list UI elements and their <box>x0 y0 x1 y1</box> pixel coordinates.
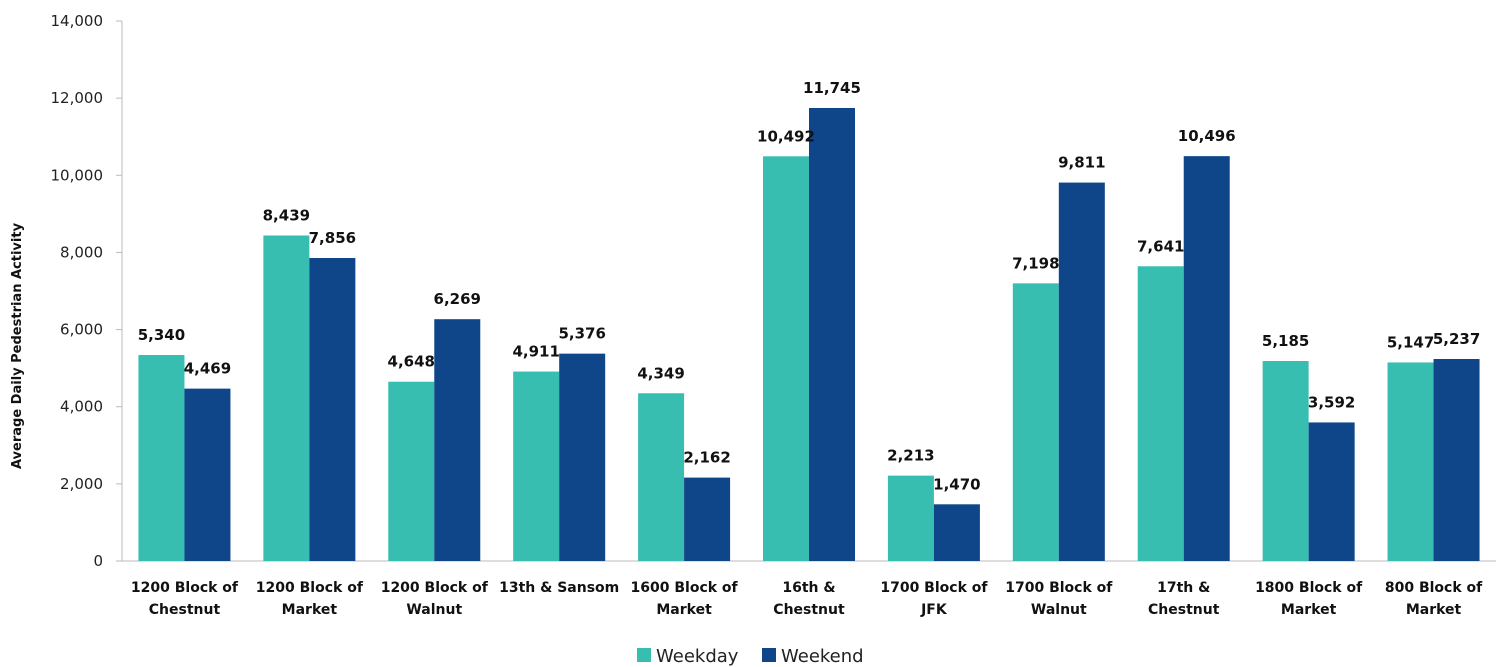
x-tick-label-line: 16th & <box>782 580 835 596</box>
legend-swatch-weekend <box>762 648 776 662</box>
x-tick-label: 1200 Block of Chestnut <box>131 580 239 618</box>
x-tick-label-line: JFK <box>920 602 948 618</box>
bar-weekend <box>809 107 855 561</box>
bar-weekday <box>513 371 560 561</box>
bar-weekday <box>1137 266 1184 561</box>
data-label-weekday: 5,340 <box>138 326 185 344</box>
x-tick-label-line: Walnut <box>1031 602 1087 618</box>
bar-weekend <box>184 388 231 561</box>
x-tick-label: 800 Block of Market <box>1385 580 1483 618</box>
x-tick-label-line: 1200 Block of <box>256 580 364 596</box>
x-tick-label-line: Market <box>1281 602 1337 618</box>
x-tick-label: 1200 Block of Market <box>256 580 364 618</box>
bar-weekday <box>388 381 435 561</box>
x-tick-label-line: 17th & <box>1157 580 1210 596</box>
y-tick-label: 4,000 <box>60 398 103 416</box>
y-tick-label: 0 <box>93 552 103 570</box>
y-tick-label: 2,000 <box>60 475 103 493</box>
y-tick-label: 10,000 <box>51 166 104 184</box>
data-label-weekend: 3,592 <box>1308 393 1355 411</box>
legend: Weekday Weekend <box>637 646 864 667</box>
legend-swatch-weekday <box>637 648 651 662</box>
y-tick-label: 8,000 <box>60 243 103 261</box>
data-label-weekend: 2,162 <box>683 449 730 467</box>
x-tick-label-line: Chestnut <box>149 602 221 618</box>
bar-weekday <box>138 355 185 561</box>
data-labels-group: 5,340 8,439 4,648 4,911 4,349 10,492 2,213 7,19… <box>138 79 1481 493</box>
x-tick-label-line: 1200 Block of <box>381 580 489 596</box>
bar-weekday <box>638 393 685 561</box>
x-tick-label: 16th & Chestnut <box>773 580 845 618</box>
x-tick-label-line: 1700 Block of <box>1005 580 1113 596</box>
data-label-weekday: 4,911 <box>512 343 559 361</box>
data-label-weekday: 4,648 <box>388 353 435 371</box>
x-tick-label-line: Walnut <box>406 602 462 618</box>
x-tick-label-line: 1600 Block of <box>631 580 739 596</box>
bar-weekend <box>434 319 481 561</box>
x-tick-label-line: 1800 Block of <box>1255 580 1363 596</box>
bar-weekend <box>559 353 606 561</box>
bars-group <box>138 107 1480 561</box>
x-tick-label-line: 13th & Sansom <box>499 580 619 596</box>
bar-weekday <box>887 475 934 561</box>
x-tick-label: 1700 Block of Walnut <box>1005 580 1113 618</box>
x-tick-label: 13th & Sansom <box>499 580 619 596</box>
data-label-weekday: 5,147 <box>1387 333 1434 351</box>
y-axis: 0 2,000 4,000 6,000 8,000 10,000 12,000 14,000 <box>51 12 123 570</box>
data-label-weekend: 10,496 <box>1178 127 1236 145</box>
bar-weekday <box>1387 362 1434 561</box>
bar-weekend <box>1433 359 1480 561</box>
legend-label-weekend: Weekend <box>781 646 864 667</box>
x-tick-label-line: Chestnut <box>773 602 845 618</box>
data-label-weekend: 6,269 <box>434 290 481 308</box>
bar-weekday <box>1262 361 1309 561</box>
y-tick-label: 12,000 <box>51 89 104 107</box>
bar-weekday <box>1012 283 1059 561</box>
x-tick-label-line: Market <box>1406 602 1462 618</box>
data-label-weekend: 5,237 <box>1433 330 1480 348</box>
x-tick-label: 1800 Block of Market <box>1255 580 1363 618</box>
data-label-weekday: 2,213 <box>887 447 934 465</box>
x-tick-label: 1700 Block of JFK <box>880 580 988 618</box>
data-label-weekday: 7,641 <box>1137 237 1184 255</box>
x-tick-label: 1200 Block of Walnut <box>381 580 489 618</box>
data-label-weekend: 4,469 <box>184 360 231 378</box>
y-tick-label: 6,000 <box>60 321 103 339</box>
data-label-weekend: 7,856 <box>309 229 356 247</box>
y-tick-label: 14,000 <box>51 12 104 30</box>
data-label-weekday: 10,492 <box>757 127 815 145</box>
x-tick-label: 1600 Block of Market <box>631 580 739 618</box>
x-tick-label: 17th & Chestnut <box>1148 580 1220 618</box>
x-tick-label-line: Chestnut <box>1148 602 1220 618</box>
x-tick-label-line: 1200 Block of <box>131 580 239 596</box>
data-label-weekend: 5,376 <box>558 325 605 343</box>
data-label-weekday: 7,198 <box>1012 254 1059 272</box>
bar-weekday <box>263 235 310 561</box>
bar-weekend <box>1183 156 1230 561</box>
bar-weekday <box>763 156 809 561</box>
bar-weekend <box>684 477 731 561</box>
bar-weekend <box>933 504 980 561</box>
bar-weekend <box>1058 182 1105 561</box>
data-label-weekend: 9,811 <box>1058 154 1105 172</box>
legend-label-weekday: Weekday <box>656 646 739 667</box>
data-label-weekend: 1,470 <box>933 475 980 493</box>
x-tick-label-line: Market <box>656 602 712 618</box>
bar-weekend <box>1308 422 1355 561</box>
data-label-weekday: 4,349 <box>637 364 684 382</box>
x-tick-label-line: Market <box>282 602 338 618</box>
data-label-weekend: 11,745 <box>803 79 861 97</box>
x-tick-label-line: 800 Block of <box>1385 580 1483 596</box>
data-label-weekday: 5,185 <box>1262 332 1309 350</box>
x-axis: 1200 Block of Chestnut 1200 Block of Market… <box>122 560 1496 618</box>
data-label-weekday: 8,439 <box>263 206 310 224</box>
x-tick-label-line: 1700 Block of <box>880 580 988 596</box>
bar-weekend <box>309 257 356 561</box>
y-axis-title: Average Daily Pedestrian Activity <box>10 222 25 469</box>
